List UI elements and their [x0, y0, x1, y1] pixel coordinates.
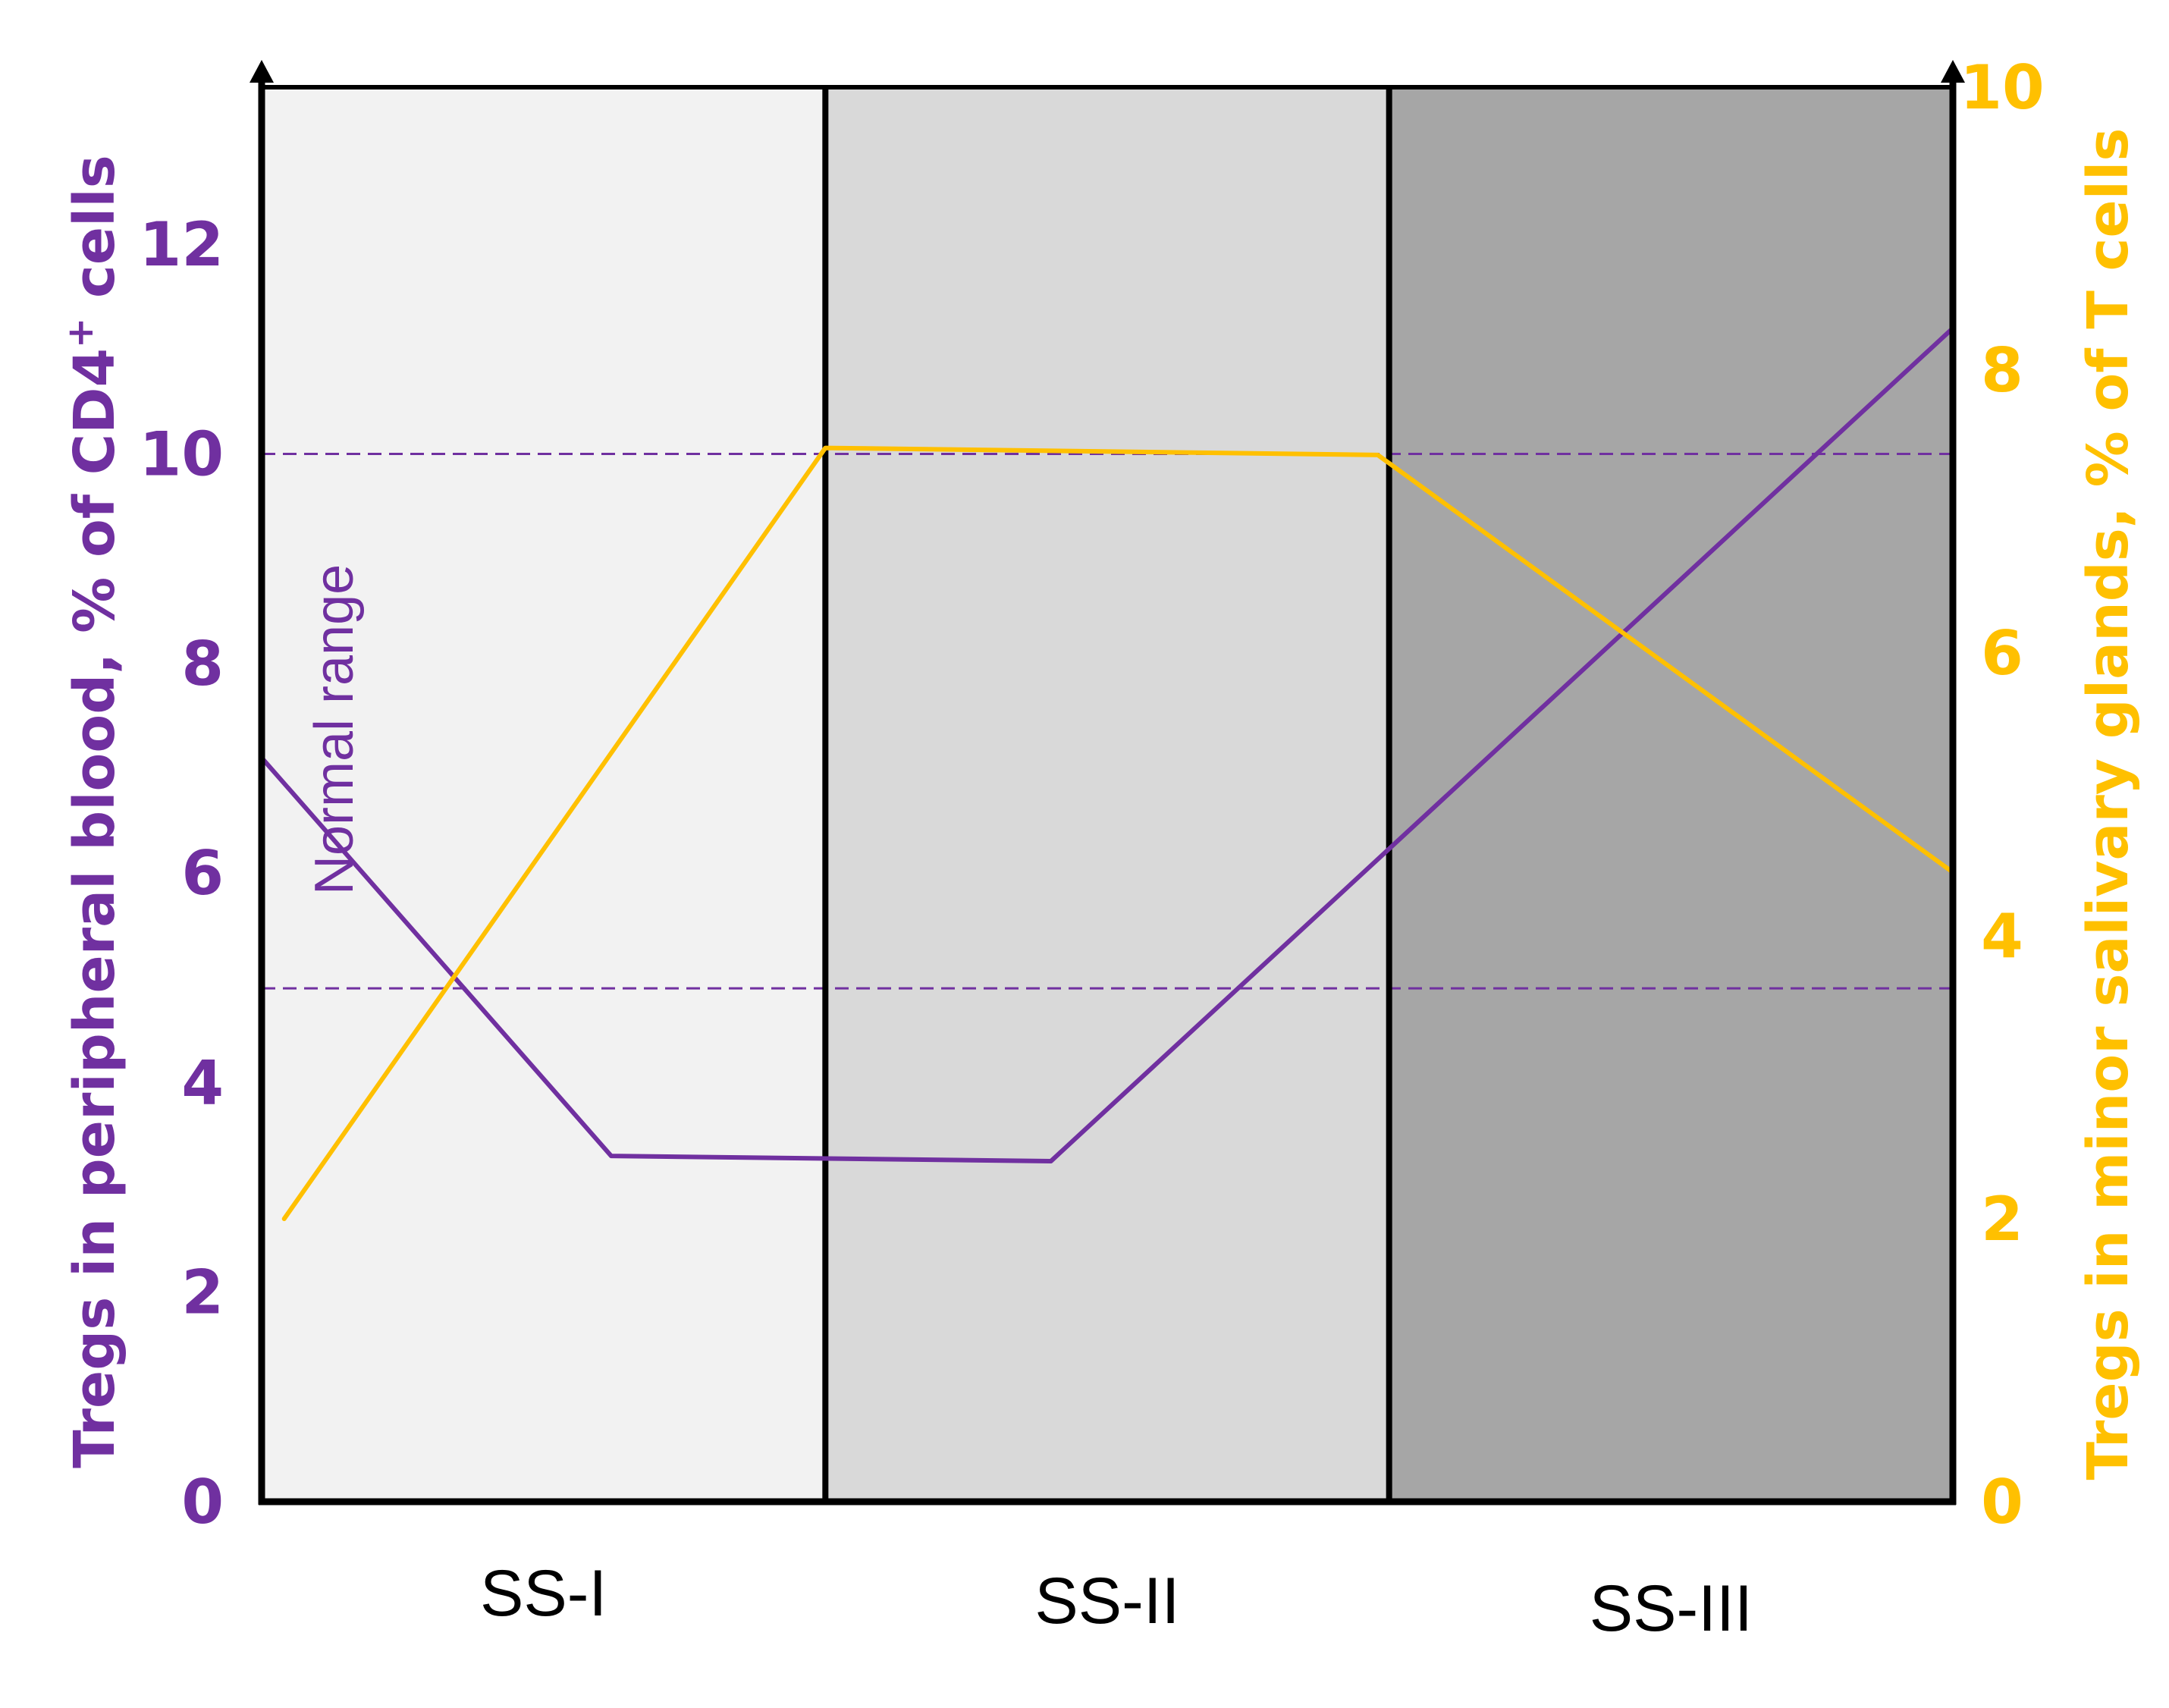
left-tick-label: 4 — [181, 1047, 224, 1118]
band-ss-iii — [1389, 87, 1953, 1502]
stage-dividers — [262, 85, 1953, 1502]
right-tick-label: 4 — [1981, 901, 2023, 972]
right-tick-label: 8 — [1981, 335, 2023, 406]
stage-bands — [262, 87, 1953, 1502]
left-axis-title-end: cells — [62, 155, 127, 318]
right-axis-arrow — [1941, 60, 1965, 83]
right-tick-label: 10 — [1960, 52, 2044, 123]
left-tick-label: 2 — [181, 1257, 224, 1328]
right-axis-ticks: 0 2 4 6 8 10 — [1960, 52, 2044, 1537]
axes — [250, 60, 1965, 1505]
series-line-left — [259, 325, 1955, 1163]
left-axis-title: Tregs in peripheral blood, % of CD4+ cel… — [59, 155, 127, 1468]
left-axis-arrow — [250, 60, 274, 83]
left-tick-label: 12 — [140, 209, 224, 280]
left-tick-label: 8 — [181, 629, 224, 699]
right-tick-label: 6 — [1981, 618, 2023, 689]
right-tick-label: 2 — [1981, 1184, 2023, 1254]
left-tick-label: 6 — [181, 838, 224, 909]
series-line-right — [281, 445, 1955, 1221]
normal-range-label: Normal range — [304, 564, 365, 895]
band-ss-ii — [825, 87, 1389, 1502]
left-axis-ticks: 0 2 4 6 8 10 12 — [140, 209, 224, 1537]
category-label: SS-II — [1034, 1565, 1179, 1637]
left-tick-label: 0 — [181, 1467, 224, 1537]
left-axis-title-main: Tregs in peripheral blood, % of CD4 — [62, 348, 127, 1468]
category-label: SS-I — [480, 1557, 607, 1630]
series-lines — [259, 325, 1955, 1221]
right-axis-title: Tregs in minor salivary glands, % of T c… — [2076, 128, 2141, 1480]
left-axis-title-sup: + — [59, 318, 102, 348]
category-label: SS-III — [1590, 1572, 1753, 1645]
normal-range-lines — [262, 453, 1953, 990]
left-tick-label: 10 — [140, 419, 224, 490]
right-tick-label: 0 — [1981, 1467, 2023, 1537]
category-labels: SS-I SS-II SS-III — [480, 1557, 1753, 1645]
band-ss-i — [262, 87, 826, 1502]
